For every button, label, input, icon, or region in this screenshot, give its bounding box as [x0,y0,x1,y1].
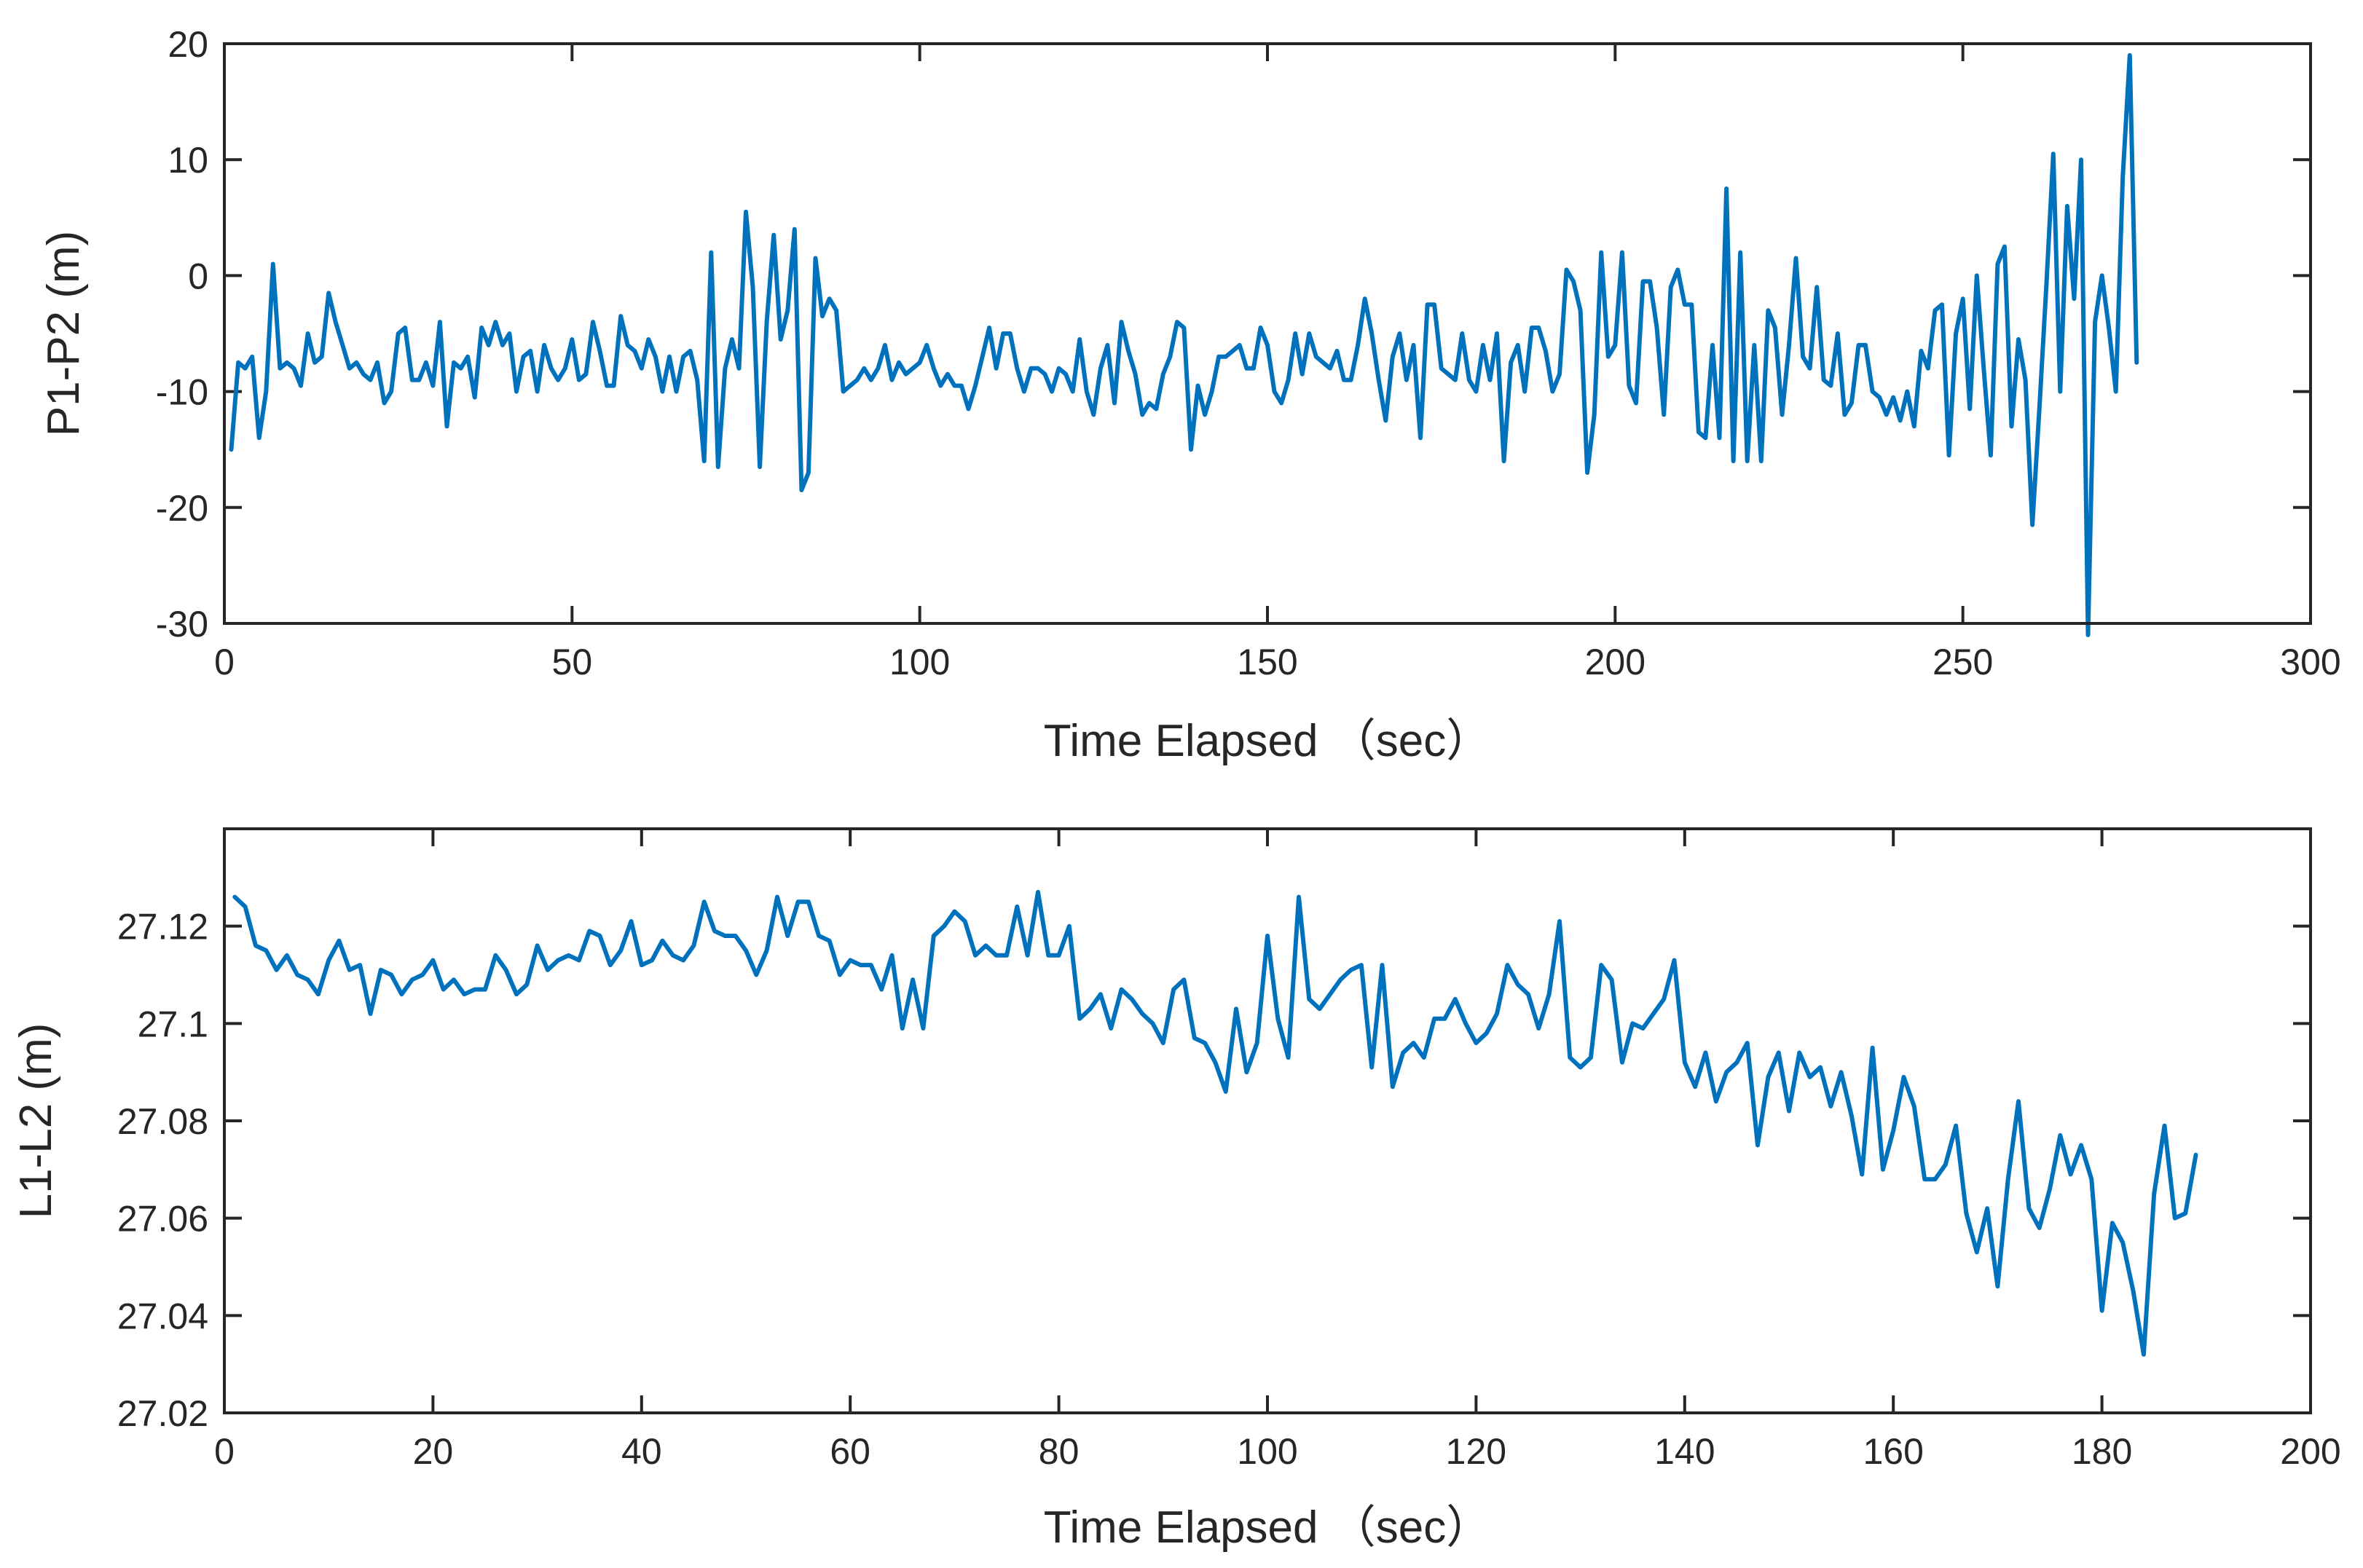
x-tick-label: 150 [1237,642,1297,682]
chart-l1-l2-x-axis-label: Time Elapsed （sec） [1044,1502,1491,1553]
x-tick-label: 40 [621,1431,662,1472]
y-tick-label: 27.1 [138,1004,208,1044]
x-tick-label: 80 [1039,1431,1080,1472]
chart-p1-p2-tick-labels: 0 50 100 150 200 250 300 -30 -20 -10 0 10 20 [156,24,2341,682]
y-tick-label: -30 [156,604,208,645]
y-tick-label: 27.08 [117,1101,208,1142]
x-tick-label: 100 [1237,1431,1297,1472]
x-tick-label: 0 [214,642,235,682]
chart-l1-l2: 0 20 40 60 80 100 120 140 160 180 200 27.02 27.04 27.… [11,827,2341,1553]
y-tick-label: 10 [168,140,208,181]
x-tick-label: 160 [1863,1431,1923,1472]
chart-l1-l2-tick-labels: 0 20 40 60 80 100 120 140 160 180 200 27.02 27.04 27.… [117,907,2341,1472]
y-tick-label: 27.12 [117,907,208,948]
y-tick-label: 0 [188,256,208,296]
x-tick-label: 60 [830,1431,870,1472]
x-tick-label: 200 [2280,1431,2340,1472]
y-tick-label: -20 [156,488,208,529]
chart-l1-l2-axes-box [223,827,2312,1414]
x-tick-label: 140 [1654,1431,1715,1472]
x-tick-label: 100 [889,642,950,682]
p1-p2-series-line [229,52,2139,637]
chart-p1-p2-axes-box [223,42,2312,625]
chart-l1-l2-y-axis-label: L1-L2 (m) [11,1023,61,1219]
l1-l2-series-line [232,889,2198,1357]
x-tick-label: 120 [1446,1431,1506,1472]
y-tick-label: 20 [168,24,208,65]
x-tick-label: 0 [214,1431,235,1472]
y-tick-label: 27.06 [117,1199,208,1240]
x-tick-label: 200 [1585,642,1646,682]
x-tick-label: 180 [2072,1431,2132,1472]
y-tick-label: -10 [156,372,208,413]
y-tick-label: 27.02 [117,1393,208,1434]
x-tick-label: 50 [552,642,593,682]
chart-p1-p2-y-axis-label: P1-P2 (m) [39,231,89,436]
x-tick-label: 250 [1933,642,1993,682]
y-tick-label: 27.04 [117,1296,208,1336]
chart-p1-p2: 0 50 100 150 200 250 300 -30 -20 -10 0 10 20 Time El… [39,24,2341,766]
x-tick-label: 20 [413,1431,454,1472]
chart-p1-p2-x-axis-label: Time Elapsed （sec） [1044,716,1491,766]
x-tick-label: 300 [2280,642,2340,682]
